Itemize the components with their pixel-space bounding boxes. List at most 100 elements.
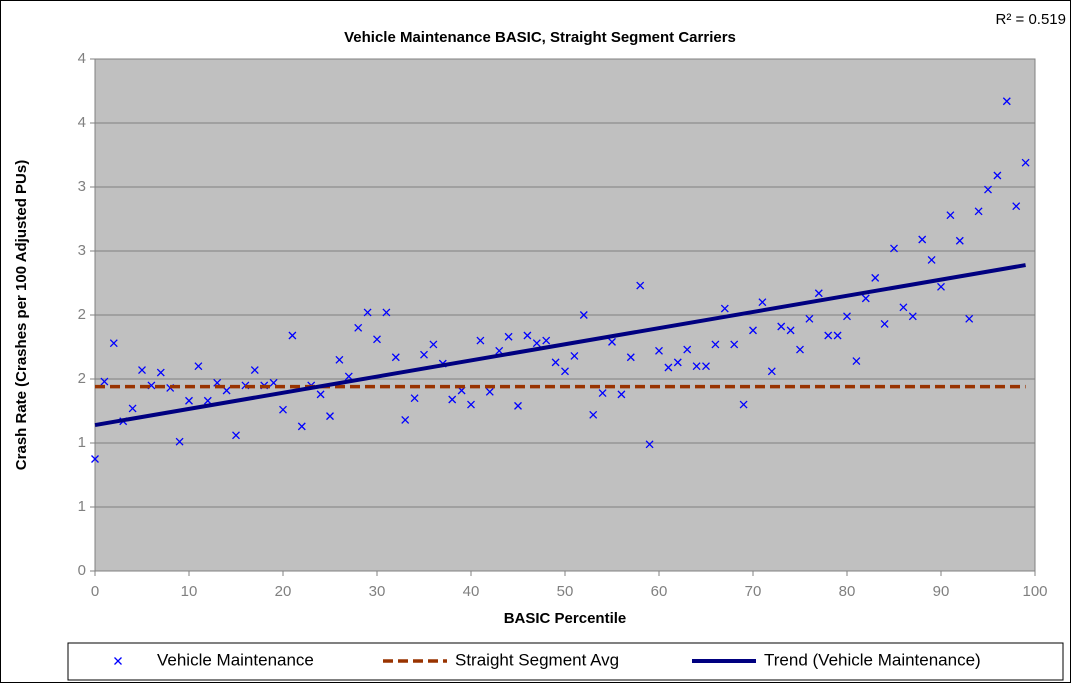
point — [796, 345, 804, 354]
point — [749, 326, 757, 335]
point — [429, 340, 438, 349]
point — [128, 404, 137, 413]
point — [655, 346, 663, 355]
x-tick-label: 0 — [91, 583, 99, 600]
point — [852, 357, 861, 366]
point — [777, 322, 786, 331]
x-tick-label: 100 — [1022, 583, 1047, 600]
y-tick-label: 4 — [78, 50, 86, 67]
point — [109, 339, 118, 348]
point — [297, 422, 306, 431]
point — [871, 273, 880, 282]
point — [626, 353, 635, 362]
point — [570, 352, 579, 360]
y-tick-label: 4 — [78, 114, 86, 131]
point — [532, 339, 541, 348]
point — [805, 314, 814, 323]
x-tick-label: 50 — [557, 583, 574, 600]
point — [561, 367, 569, 376]
y-axis-label: Crash Rate (Crashes per 100 Adjusted PUs… — [13, 160, 30, 470]
point — [702, 362, 710, 371]
point — [946, 211, 955, 220]
point — [673, 358, 682, 367]
point — [203, 396, 212, 405]
point — [843, 312, 851, 321]
point — [316, 390, 325, 399]
point — [984, 185, 992, 194]
point — [382, 308, 391, 317]
point — [645, 440, 654, 449]
point — [410, 394, 419, 403]
point — [485, 387, 494, 396]
point — [326, 412, 334, 421]
point — [354, 323, 363, 332]
point — [344, 372, 353, 381]
annotation: R² = 0.519 — [996, 11, 1066, 28]
point — [467, 400, 475, 409]
point — [692, 362, 701, 371]
point — [279, 405, 287, 414]
point — [232, 431, 240, 440]
trend-line — [94, 263, 1026, 428]
point — [824, 331, 833, 340]
point — [861, 294, 870, 303]
point — [91, 455, 99, 463]
point — [739, 400, 748, 409]
x-tick-label: 10 — [181, 583, 198, 600]
y-tick-label: 2 — [78, 306, 86, 323]
y-tick-label: 0 — [78, 562, 86, 579]
point — [1012, 202, 1021, 211]
point — [476, 336, 485, 345]
point — [504, 332, 513, 341]
point — [542, 336, 551, 345]
point — [138, 366, 146, 374]
x-tick-label: 40 — [463, 583, 480, 600]
point — [965, 314, 974, 323]
point — [363, 308, 372, 317]
y-tick-label: 3 — [78, 178, 86, 195]
point — [730, 340, 739, 349]
point — [589, 410, 598, 419]
chart-title: Vehicle Maintenance BASIC, Straight Segm… — [344, 29, 736, 46]
legend — [67, 642, 1064, 681]
point — [579, 311, 588, 319]
point — [523, 331, 532, 340]
point — [401, 416, 410, 424]
x-tick-label: 70 — [745, 583, 762, 600]
x-tick-label: 80 — [839, 583, 856, 600]
point — [664, 363, 673, 372]
point — [175, 437, 184, 446]
x-tick-label: 20 — [275, 583, 292, 600]
x-tick-label: 60 — [651, 583, 668, 600]
point — [927, 256, 936, 264]
point — [899, 303, 908, 312]
y-tick-label: 1 — [78, 434, 86, 451]
point — [683, 345, 692, 354]
point — [918, 235, 927, 244]
point — [288, 331, 297, 340]
point — [880, 320, 889, 328]
point — [1021, 158, 1030, 167]
x-axis-label: BASIC Percentile — [504, 610, 627, 627]
point — [391, 353, 400, 362]
point — [767, 367, 776, 376]
point — [373, 335, 381, 344]
point — [194, 362, 203, 371]
x-tick-label: 30 — [369, 583, 386, 600]
legend-label: Straight Segment Avg — [455, 650, 619, 669]
point — [598, 389, 607, 398]
legend-label: Trend (Vehicle Maintenance) — [764, 650, 981, 669]
point — [711, 340, 720, 349]
point — [608, 337, 616, 346]
legend-label: Vehicle Maintenance — [157, 650, 314, 669]
legend-marker — [114, 657, 122, 665]
point — [1002, 97, 1011, 106]
point — [156, 368, 165, 377]
point — [814, 289, 823, 298]
point — [100, 377, 109, 386]
point — [420, 350, 428, 359]
point — [185, 396, 193, 405]
point — [335, 355, 344, 364]
point — [993, 171, 1002, 180]
